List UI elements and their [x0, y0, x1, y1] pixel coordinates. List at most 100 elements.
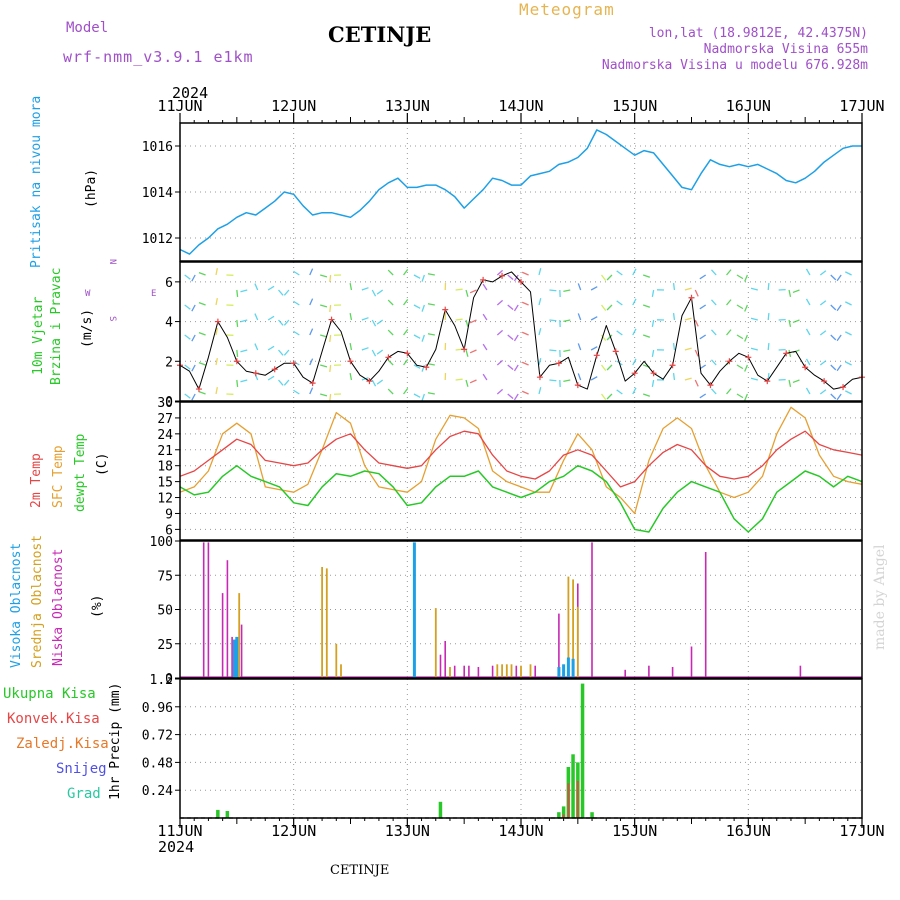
wind-arrow — [521, 301, 529, 306]
wind-arrow — [710, 299, 717, 306]
station-title: CETINJE — [328, 22, 432, 47]
wind-arrow — [482, 343, 488, 351]
wind-arrow — [496, 269, 504, 276]
wind-arrow — [376, 319, 384, 325]
wind-point — [328, 316, 335, 323]
wind-arrow — [710, 329, 717, 336]
wind-arrow — [651, 289, 655, 298]
wind-point — [252, 370, 259, 377]
wind-arrow — [371, 349, 377, 357]
total-precip-bar — [561, 806, 566, 818]
wind-arrow — [215, 268, 218, 276]
wind-arrow — [805, 328, 811, 336]
wind-arrow — [513, 393, 519, 401]
low-cloud-bar — [226, 560, 229, 678]
wind-arrow — [819, 270, 827, 276]
wind-arrow — [421, 274, 425, 282]
wind-arrow — [507, 334, 514, 341]
wind-arrow — [293, 389, 300, 395]
low-cloud-bar — [558, 613, 560, 678]
wind-arrow — [215, 328, 218, 336]
mid-cloud-bar — [321, 567, 323, 678]
wind-arrow — [278, 379, 284, 386]
wind-point — [195, 386, 202, 393]
wind-arrow — [361, 347, 369, 351]
wind-arrow — [632, 298, 637, 306]
wind-point — [802, 364, 809, 371]
wind-arrow — [482, 283, 488, 291]
low-cloud-bar — [491, 665, 494, 678]
wind-arrow — [455, 378, 463, 381]
y-tick-label: 0 — [165, 672, 173, 687]
wind-arrow — [792, 379, 800, 384]
wind-arrow — [320, 393, 328, 397]
wind-arrow — [482, 313, 488, 321]
y-tick-label: 50 — [157, 604, 173, 619]
wind-arrow — [184, 364, 191, 370]
y-tick-label: 27 — [157, 412, 173, 427]
mid-cloud-bar — [501, 664, 503, 678]
wind-arrow — [507, 364, 514, 371]
wind-arrow — [750, 317, 758, 321]
year-top: 2024 — [172, 84, 209, 102]
wind-arrow — [309, 268, 314, 276]
wind-arrow — [376, 349, 384, 355]
wind-arrow — [836, 334, 842, 342]
wind-point — [688, 294, 695, 301]
low-cloud-bar — [202, 542, 205, 678]
total-precip-bar — [216, 809, 220, 818]
wind-arrow — [836, 393, 842, 401]
wind-arrow — [726, 299, 732, 306]
wind-point — [499, 272, 506, 279]
conv-precip-bar — [562, 814, 565, 818]
wind-point — [233, 358, 240, 365]
wind-arrow — [421, 393, 425, 401]
wind-arrow — [616, 300, 623, 306]
mid-cloud-bar — [505, 664, 508, 678]
y-tick-label: 1012 — [142, 232, 173, 247]
wind-arrow — [283, 349, 290, 356]
total-precip-bar — [438, 801, 443, 818]
wind-arrows — [184, 268, 852, 402]
low-cloud-bar — [207, 542, 210, 678]
wind-arrow — [507, 274, 514, 281]
wind-arrow — [469, 349, 477, 354]
wind-arrow — [750, 287, 758, 291]
wind-arrow — [792, 319, 800, 324]
wind-arrow — [744, 364, 748, 372]
wind-arrow — [283, 379, 290, 386]
high-cloud-bar — [557, 667, 561, 678]
wind-arrow — [819, 360, 827, 366]
wind-point — [347, 358, 354, 365]
wind-arrow — [836, 274, 842, 282]
wind-arrow — [267, 375, 275, 381]
x-tick-label-bottom: 17JUN — [839, 822, 884, 840]
wind-arrow — [672, 312, 676, 321]
panel-frame — [179, 261, 863, 402]
wind-arrow — [788, 289, 792, 297]
low-cloud-bar — [648, 665, 650, 678]
temp-2m-series — [179, 430, 863, 488]
y-tick-label: 0.96 — [142, 701, 173, 716]
wind-arrow — [672, 342, 676, 351]
y-tick-label: 1016 — [142, 140, 173, 155]
wind-arrow — [600, 364, 607, 371]
wind-arrow — [694, 379, 699, 387]
wind-arrow — [496, 299, 504, 306]
low-cloud-bar — [468, 665, 470, 678]
low-cloud-bar — [671, 667, 674, 678]
wind-arrow — [563, 349, 571, 352]
wind-arrow — [465, 379, 469, 387]
legend-frozen: Zaledj.Kisa — [16, 736, 109, 752]
low-cloud-bar — [515, 665, 518, 678]
wind-arrow — [240, 289, 248, 293]
wind-arrow — [507, 393, 514, 400]
wind-point — [536, 374, 543, 381]
x-tick-label-top: 12JUN — [271, 97, 316, 115]
wind-arrow — [632, 358, 637, 366]
wind-arrow — [632, 268, 637, 276]
low-cloud-bar — [591, 542, 593, 678]
mid-cloud-bar — [449, 667, 451, 678]
wind-arrow — [309, 387, 314, 395]
wind-arrow — [496, 329, 504, 336]
